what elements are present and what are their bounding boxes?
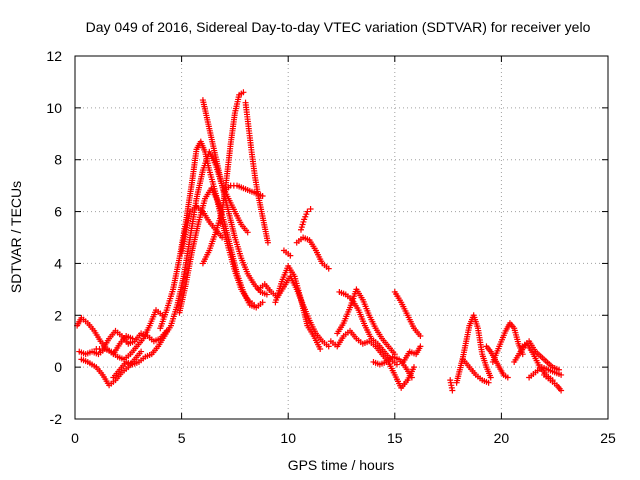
marks-layer [74,89,565,394]
series-sat-y [453,312,494,386]
series-sat-s [334,286,398,358]
y-tick-label: -2 [50,411,63,427]
series-sat-x [447,377,456,394]
series-sat-l [242,99,271,246]
series-sat-v [391,288,424,340]
data-point [264,239,271,246]
data-point [317,345,324,352]
series-sat-af [541,371,565,394]
data-point [287,252,294,259]
chart-title: Day 049 of 2016, Sidereal Day-to-day VTE… [86,19,591,35]
data-point [487,374,494,381]
data-point [138,348,145,355]
data-point [304,208,311,215]
y-tick-label: 12 [46,48,62,64]
series-sat-ab [489,320,526,365]
data-point [555,366,562,373]
series-sat-n [272,263,324,352]
series-sat-ae [519,338,562,373]
y-tick-label: 8 [54,152,62,168]
series-sat-z [460,356,492,386]
data-point [240,89,247,96]
series-sat-u [370,353,415,381]
x-tick-label: 10 [280,430,296,446]
data-point [393,361,400,368]
data-point [307,205,314,212]
data-point [259,299,266,306]
data-point [244,229,251,236]
grid-layer [75,56,608,419]
x-tick-label: 15 [387,430,403,446]
series-sat-j [199,89,247,267]
plot-frame [74,55,609,420]
x-tick-label: 5 [178,430,186,446]
data-point [408,374,415,381]
x-tick-label: 0 [71,430,79,446]
data-point [263,291,270,298]
x-tick-label: 20 [494,430,510,446]
series-sat-e [110,148,251,381]
series-sat-f [157,138,258,332]
series-sat-o [280,247,294,259]
data-point [219,234,226,241]
y-tick-label: 0 [54,359,62,375]
y-tick-label: 4 [54,255,62,271]
data-point [558,371,565,378]
series-sat-p [293,234,332,272]
series-sat-t [336,288,400,368]
ticks-layer: 0 5 10 15 20 25 -2 0 2 4 6 8 10 12 [46,48,616,446]
y-tick-label: 10 [46,100,62,116]
y-tick-label: 2 [54,307,62,323]
data-point [410,364,417,371]
series-sat-h [178,203,226,257]
data-point [449,387,456,394]
x-tick-label: 25 [600,430,616,446]
series-sat-m [255,273,332,350]
series-sat-q [297,205,314,233]
series-sat-w [400,343,424,365]
data-point [558,387,565,394]
series-sat-g [176,185,266,316]
data-point [325,265,332,272]
y-tick-label: 6 [54,204,62,220]
y-axis-title: SDTVAR / TECUs [8,181,24,293]
x-axis-title: GPS time / hours [288,457,395,473]
data-point [504,374,511,381]
data-point [485,379,492,386]
series-sat-ad [526,364,565,381]
data-point [417,333,424,340]
data-point [325,343,332,350]
data-point [417,343,424,350]
